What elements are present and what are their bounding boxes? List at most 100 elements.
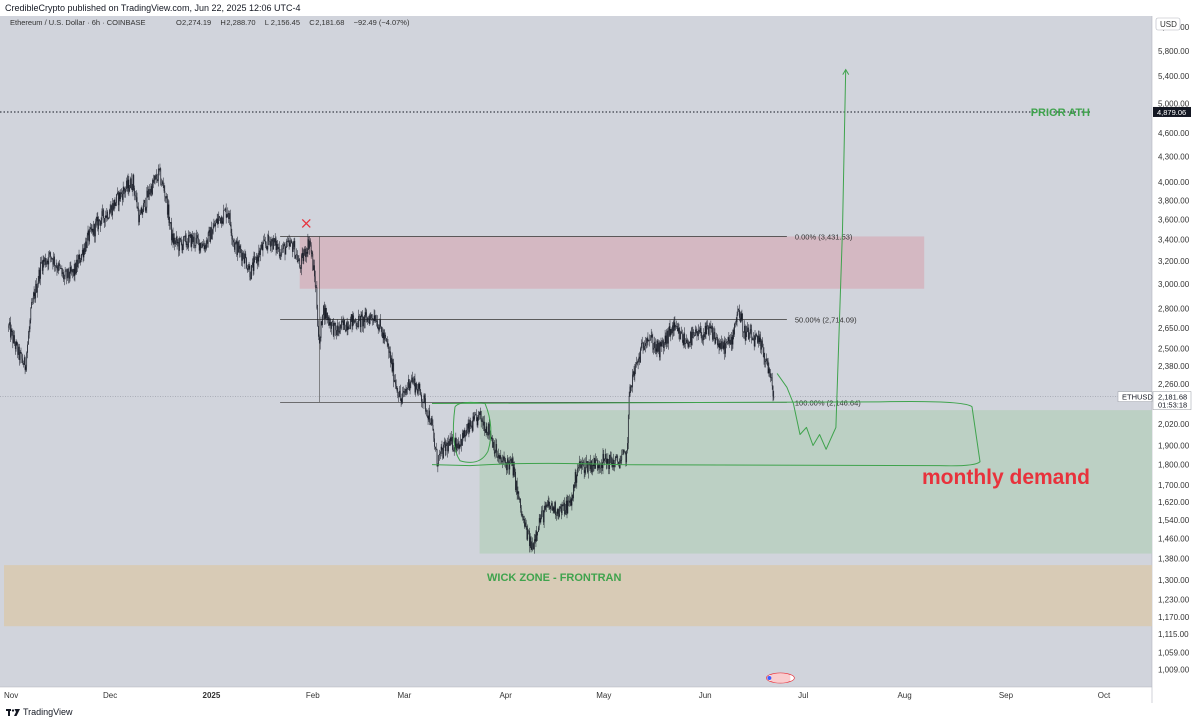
candle-body [502,460,503,463]
x-tick-label: Apr [499,691,512,700]
candle-body [687,343,689,347]
candle-body [564,502,565,515]
candle-body [689,341,690,344]
candle-body [185,235,187,245]
candle-body [429,410,431,423]
candle-body [29,320,31,330]
candle-body [407,387,408,390]
candle-body [72,269,73,273]
candle-body [318,325,319,337]
candle-body [171,233,173,241]
candle-body [135,196,137,198]
candle-body [156,174,158,180]
candle-body [569,499,571,503]
y-tick-label: 1,540.00 [1158,516,1190,525]
candle-body [169,222,171,224]
candle-body [556,509,558,516]
candle-body [392,362,394,372]
candle-body [312,253,314,271]
footer-bar: TradingView [0,703,1200,721]
currency-label[interactable]: USD [1160,20,1177,29]
candle-body [766,358,767,362]
candle-body [614,463,615,468]
candle-body [259,250,261,255]
candle-body [541,510,543,519]
candle-body [113,199,115,210]
candle-body [767,360,769,374]
candle-body [235,241,237,244]
candle-body [600,463,602,468]
candle-body [381,326,382,332]
candle-body [240,248,242,253]
candle-body [282,248,283,250]
candle-body [228,213,229,220]
candle-body [205,244,207,249]
candle-body [234,243,236,250]
candle-body [141,207,143,215]
candle-body [283,244,284,249]
candle-body [174,237,176,245]
candle-body [593,457,595,466]
candle-body [772,386,774,397]
candle-body [90,227,91,230]
candle-body [395,380,396,385]
candle-body [456,443,458,451]
candle-body [218,216,220,219]
candle-body [438,455,440,466]
candle-body [736,314,738,322]
candle-body [59,263,60,267]
candle-body [410,380,412,384]
candle-body [91,228,93,231]
candle-body [394,380,395,382]
candle-body [41,261,42,263]
candle-body [121,192,122,194]
candle-body [363,316,364,327]
candle-body [421,394,422,402]
candle-body [733,329,735,335]
candle-body [519,498,520,500]
candle-body [330,322,332,329]
candle-body [373,315,375,321]
candle-body [762,347,764,353]
candle-body [380,319,381,327]
currency-button-box[interactable] [1155,17,1181,31]
candle-body [682,339,684,345]
candle-body [750,329,752,331]
price-chart[interactable]: PRIOR ATH 0.00% (3,431.53) 50.00% (2,714.0… [0,16,1200,703]
candle-body [167,204,169,215]
candle-body [20,352,22,354]
candle-body [755,334,757,337]
candle-body [443,444,444,458]
candle-body [305,252,307,258]
candle-body [309,240,310,249]
candle-body [301,255,302,269]
candle-body [273,238,274,250]
candle-body [328,317,330,326]
candle-body [301,252,303,256]
candle-body [578,467,579,469]
candle-body [732,329,734,345]
candle-body [374,315,376,321]
candle-body [471,425,472,427]
candle-body [248,265,250,269]
candle-body [481,420,483,422]
candle-body [62,272,64,275]
candle-body [108,217,109,219]
candle-body [253,257,255,271]
candle-body [128,179,130,192]
candle-body [270,241,272,247]
candle-body [464,429,466,437]
candle-body [296,254,297,256]
candle-body [14,343,16,349]
candle-body [444,441,445,445]
candle-body [247,268,248,271]
candle-body [525,522,527,529]
candle-body [546,504,547,508]
candle-body [613,459,614,468]
candle-body [31,301,32,309]
candle-body [427,416,429,420]
candle-body [23,357,25,365]
candle-body [523,519,525,521]
economic-event-flag-icon[interactable] [765,672,795,684]
candle-body [17,344,19,355]
